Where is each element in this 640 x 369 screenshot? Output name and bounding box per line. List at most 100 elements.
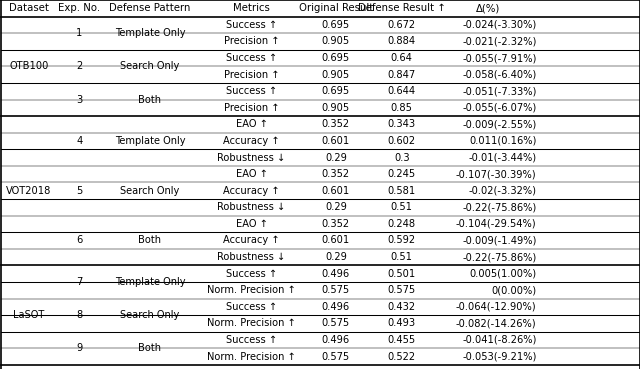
Text: Success ↑: Success ↑ [226,86,277,96]
Text: Robustness ↓: Robustness ↓ [218,252,285,262]
Text: -0.01(-3.44%): -0.01(-3.44%) [468,152,536,163]
Text: -0.104(-29.54%): -0.104(-29.54%) [456,219,536,229]
Text: Original Result: Original Result [299,3,373,13]
Text: Precision ↑: Precision ↑ [224,37,279,46]
Text: Precision ↑: Precision ↑ [224,70,279,80]
Text: Defense Pattern: Defense Pattern [109,3,191,13]
Text: Robustness ↓: Robustness ↓ [218,202,285,212]
Text: -0.064(-12.90%): -0.064(-12.90%) [456,302,536,312]
Text: 0.343: 0.343 [388,120,416,130]
Text: Dataset: Dataset [9,3,49,13]
Text: Both: Both [138,94,161,104]
Text: -0.024(-3.30%): -0.024(-3.30%) [462,20,536,30]
Text: 0.581: 0.581 [388,186,416,196]
Text: Δ(%): Δ(%) [476,3,500,13]
Text: 0.496: 0.496 [322,335,350,345]
Text: Both: Both [138,343,161,353]
Text: Success ↑: Success ↑ [226,269,277,279]
Text: -0.22(-75.86%): -0.22(-75.86%) [462,252,536,262]
Text: -0.053(-9.21%): -0.053(-9.21%) [462,352,536,362]
Text: -0.107(-30.39%): -0.107(-30.39%) [456,169,536,179]
Text: 0.847: 0.847 [388,70,416,80]
Text: -0.058(-6.40%): -0.058(-6.40%) [462,70,536,80]
Text: Search Only: Search Only [120,61,180,71]
Text: 0.29: 0.29 [325,202,347,212]
Text: Norm. Precision ↑: Norm. Precision ↑ [207,352,296,362]
Text: 0.501: 0.501 [388,269,416,279]
Text: 0.575: 0.575 [322,352,350,362]
Text: Success ↑: Success ↑ [226,302,277,312]
Text: 0.245: 0.245 [388,169,416,179]
Text: Template Only: Template Only [115,28,186,38]
Text: 0.695: 0.695 [322,20,350,30]
Text: EAO ↑: EAO ↑ [236,219,268,229]
Text: EAO ↑: EAO ↑ [236,120,268,130]
Text: VOT2018: VOT2018 [6,186,52,196]
Text: Both: Both [138,235,161,245]
Text: Template Only: Template Only [115,277,186,287]
Text: 0.905: 0.905 [322,70,350,80]
Text: 0.29: 0.29 [325,152,347,163]
Text: 3: 3 [76,94,83,104]
Text: Search Only: Search Only [120,310,180,320]
Text: Accuracy ↑: Accuracy ↑ [223,136,280,146]
Text: 0.64: 0.64 [391,53,413,63]
Text: Accuracy ↑: Accuracy ↑ [223,186,280,196]
Text: 0.352: 0.352 [322,169,350,179]
Text: 0.29: 0.29 [325,252,347,262]
Text: 0.905: 0.905 [322,103,350,113]
Text: 0.575: 0.575 [322,318,350,328]
Text: 7: 7 [76,277,83,287]
Text: 0.601: 0.601 [322,235,350,245]
Text: 0.3: 0.3 [394,152,410,163]
Text: 0.884: 0.884 [388,37,416,46]
Text: Template Only: Template Only [115,136,186,146]
Text: LaSOT: LaSOT [13,310,45,320]
Text: Success ↑: Success ↑ [226,335,277,345]
Text: Norm. Precision ↑: Norm. Precision ↑ [207,285,296,295]
Text: 0.005(1.00%): 0.005(1.00%) [469,269,536,279]
Text: -0.009(-1.49%): -0.009(-1.49%) [462,235,536,245]
Text: 0.592: 0.592 [388,235,416,245]
Text: 0.011(0.16%): 0.011(0.16%) [469,136,536,146]
Text: Robustness ↓: Robustness ↓ [218,152,285,163]
Text: 0.575: 0.575 [322,285,350,295]
Text: -0.02(-3.32%): -0.02(-3.32%) [468,186,536,196]
Text: -0.041(-8.26%): -0.041(-8.26%) [462,335,536,345]
Text: Search Only: Search Only [120,186,180,196]
Text: Defense Result ↑: Defense Result ↑ [358,3,445,13]
Text: Metrics: Metrics [233,3,270,13]
Text: -0.021(-2.32%): -0.021(-2.32%) [462,37,536,46]
Text: 0.85: 0.85 [391,103,413,113]
Text: Success ↑: Success ↑ [226,53,277,63]
Text: 0.672: 0.672 [388,20,416,30]
Text: 0(0.00%): 0(0.00%) [492,285,536,295]
Text: -0.009(-2.55%): -0.009(-2.55%) [462,120,536,130]
Text: 0.695: 0.695 [322,86,350,96]
Text: 0.51: 0.51 [390,252,413,262]
Text: 4: 4 [76,136,83,146]
Text: -0.22(-75.86%): -0.22(-75.86%) [462,202,536,212]
Text: 2: 2 [76,61,83,71]
Text: 0.496: 0.496 [322,302,350,312]
Text: 0.695: 0.695 [322,53,350,63]
Text: Success ↑: Success ↑ [226,20,277,30]
Text: Accuracy ↑: Accuracy ↑ [223,235,280,245]
Text: -0.082(-14.26%): -0.082(-14.26%) [456,318,536,328]
Text: -0.055(-7.91%): -0.055(-7.91%) [462,53,536,63]
Text: 1: 1 [76,28,83,38]
Text: 0.432: 0.432 [388,302,416,312]
Text: 5: 5 [76,186,83,196]
Text: 0.352: 0.352 [322,219,350,229]
Text: 0.644: 0.644 [388,86,416,96]
Text: 0.602: 0.602 [388,136,416,146]
Text: 0.493: 0.493 [388,318,416,328]
Text: 6: 6 [76,235,83,245]
Text: -0.055(-6.07%): -0.055(-6.07%) [462,103,536,113]
Text: EAO ↑: EAO ↑ [236,169,268,179]
Text: 9: 9 [76,343,83,353]
Text: 0.496: 0.496 [322,269,350,279]
Text: Norm. Precision ↑: Norm. Precision ↑ [207,318,296,328]
Text: Exp. No.: Exp. No. [58,3,100,13]
Text: 0.601: 0.601 [322,186,350,196]
